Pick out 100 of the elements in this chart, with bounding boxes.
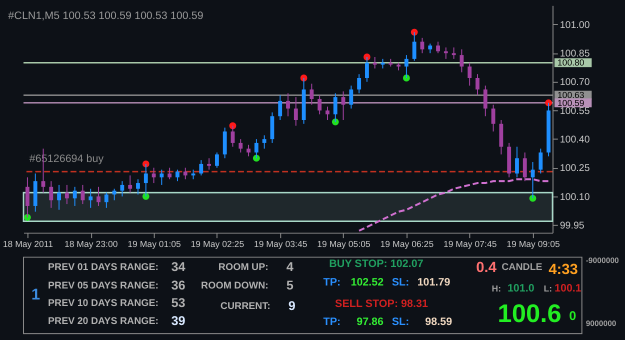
x-tick-label: 19 May 07:45	[443, 238, 497, 249]
text: 4:33	[548, 262, 578, 278]
candlestick	[238, 138, 243, 153]
text: 1	[31, 286, 40, 304]
candlestick	[246, 144, 250, 157]
candlestick	[270, 112, 274, 144]
candlestick	[452, 46, 456, 60]
chart-title: #CLN1,M5 100.53 100.59 100.53 100.59	[8, 10, 204, 22]
x-tick-label: 18 May 23:00	[64, 238, 118, 249]
text: SELL STOP: 98.31	[335, 298, 428, 310]
point	[229, 122, 236, 130]
text: ROOM UP:	[218, 262, 268, 273]
text: 100.1	[554, 282, 582, 294]
y-tick-label: 100.70	[560, 77, 590, 88]
candlestick	[88, 188, 93, 208]
text: 100.6	[498, 300, 562, 328]
candlestick	[168, 167, 172, 180]
candlestick	[199, 160, 204, 176]
text: BUY STOP: 102.07	[329, 258, 424, 270]
candlestick	[207, 158, 212, 170]
candlestick	[214, 152, 219, 168]
text: ROOM DOWN:	[201, 280, 268, 292]
candlestick	[515, 146, 519, 178]
candlestick	[262, 134, 266, 150]
text: 101.0	[507, 282, 534, 294]
point	[364, 54, 370, 60]
text: PREV 01 DAYS RANGE:	[48, 262, 159, 273]
text: 34	[171, 258, 186, 274]
text: 98.59	[425, 316, 452, 328]
y-tick-label: 100.10	[560, 192, 590, 203]
candlestick	[318, 94, 322, 115]
candlestick	[326, 106, 330, 121]
candlestick	[160, 169, 164, 186]
y-tick-label: 100.25	[560, 163, 590, 174]
text: TP:	[323, 276, 341, 289]
candlestick	[72, 186, 77, 206]
candlestick	[476, 74, 480, 96]
candlestick	[183, 167, 188, 180]
text: 102.52	[350, 276, 384, 289]
text: SL:	[392, 276, 410, 289]
candlestick	[499, 120, 504, 155]
candlestick	[128, 174, 132, 194]
text: -9000000	[586, 256, 620, 266]
candlestick	[222, 127, 227, 159]
x-tick-label: 19 May 06:25	[380, 238, 434, 249]
candlestick	[420, 37, 424, 54]
ref-line-label: 100.80	[557, 58, 584, 68]
candlestick	[436, 41, 440, 54]
candlestick	[286, 92, 290, 117]
candlestick	[136, 178, 140, 195]
y-tick-label: 99.95	[560, 220, 585, 232]
ref-line-label: 100.63	[557, 90, 584, 100]
y-tick-label: 100.40	[560, 134, 590, 146]
text: L:	[544, 283, 552, 294]
candlestick	[96, 186, 100, 206]
text: 5	[286, 278, 294, 293]
y-tick-label: 100.55	[560, 106, 590, 117]
text: CURRENT:	[220, 301, 270, 312]
candlestick	[191, 169, 196, 180]
candlestick	[57, 184, 61, 210]
candlestick	[483, 85, 488, 117]
candlestick	[310, 83, 314, 106]
candlestick	[49, 180, 54, 208]
text: 101.79	[417, 276, 450, 289]
text: 9	[288, 298, 296, 314]
line-series	[358, 178, 550, 232]
x-tick-label: 19 May 01:05	[128, 238, 182, 249]
text: 0	[569, 308, 576, 323]
y-tick-label: 100.85	[560, 48, 590, 60]
candlestick	[357, 74, 362, 94]
candlestick	[538, 148, 543, 174]
x-tick-label: 19 May 09:05	[506, 238, 560, 249]
candlestick	[120, 180, 124, 197]
candlestick	[278, 94, 282, 121]
candlestick	[64, 184, 69, 205]
text: 9000000	[586, 318, 617, 328]
candlestick	[112, 188, 116, 201]
candlestick	[176, 169, 180, 182]
candlestick	[104, 192, 108, 208]
text: 0.4	[476, 260, 498, 276]
candlestick	[349, 85, 354, 110]
candlestick	[491, 104, 496, 132]
candlestick	[380, 58, 385, 69]
text: TP:	[323, 316, 341, 328]
point	[545, 99, 552, 106]
text: 53	[171, 295, 186, 310]
text: SL:	[392, 316, 410, 328]
x-tick-label: 19 May 03:45	[254, 238, 308, 249]
text: 97.86	[356, 316, 384, 328]
candlestick	[428, 43, 432, 54]
y-tick-label: 101.00	[560, 20, 590, 31]
x-tick-label: 19 May 02:25	[190, 238, 244, 249]
candlestick	[522, 152, 527, 182]
candlestick	[294, 96, 298, 126]
text: PREV 20 DAYS RANGE:	[48, 316, 159, 327]
candlestick	[372, 56, 377, 69]
point	[402, 74, 410, 82]
candlestick	[152, 167, 156, 184]
text: 39	[171, 312, 186, 328]
point	[24, 214, 31, 221]
